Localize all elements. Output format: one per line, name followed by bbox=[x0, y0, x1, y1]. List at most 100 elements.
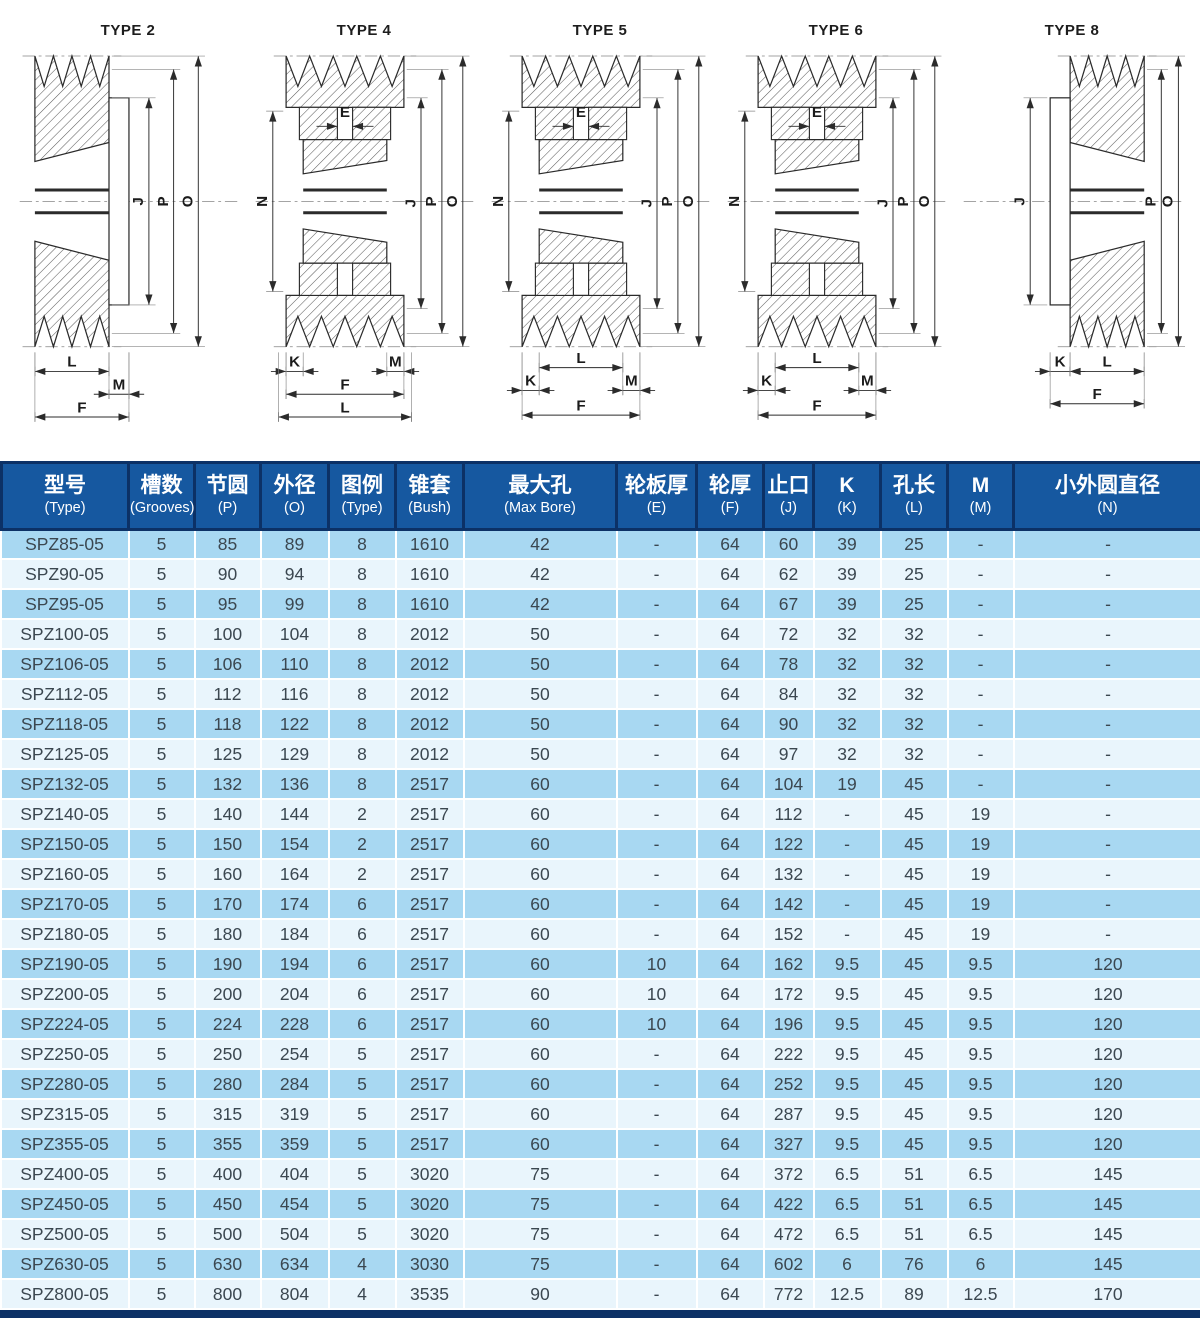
table-cell: 5 bbox=[127, 648, 196, 681]
table-cell: 5 bbox=[127, 528, 196, 561]
table-cell: 60 bbox=[462, 1098, 618, 1131]
table-cell: 180 bbox=[193, 918, 262, 951]
table-cell: 602 bbox=[762, 1248, 815, 1281]
table-cell: SPZ112-05 bbox=[1, 678, 130, 711]
table-cell: 64 bbox=[695, 1068, 765, 1101]
pulley-diagram-type-4: E J P O N K M FL bbox=[254, 54, 475, 422]
table-cell: - bbox=[615, 918, 698, 951]
svg-text:F: F bbox=[812, 397, 821, 414]
table-cell: 45 bbox=[879, 1008, 949, 1041]
table-cell: 9.5 bbox=[946, 1068, 1015, 1101]
table-cell: 160 bbox=[193, 858, 262, 891]
table-cell: - bbox=[946, 558, 1015, 591]
table-cell: - bbox=[812, 918, 882, 951]
table-cell: 64 bbox=[695, 798, 765, 831]
table-cell: - bbox=[615, 1188, 698, 1221]
table-cell: 136 bbox=[259, 768, 330, 801]
table-cell: 5 bbox=[127, 888, 196, 921]
table-cell: 32 bbox=[879, 708, 949, 741]
table-cell: - bbox=[615, 708, 698, 741]
table-cell: 32 bbox=[812, 618, 882, 651]
table-cell: - bbox=[946, 768, 1015, 801]
column-header: 止口 (J) bbox=[762, 460, 815, 531]
svg-text:J: J bbox=[1012, 197, 1029, 205]
svg-text:P: P bbox=[1143, 196, 1160, 206]
table-cell: - bbox=[1012, 768, 1200, 801]
table-cell: 125 bbox=[193, 738, 262, 771]
table-cell: 45 bbox=[879, 858, 949, 891]
table-cell: 32 bbox=[879, 648, 949, 681]
table-cell: - bbox=[1012, 588, 1200, 621]
column-header-en: (E) bbox=[646, 499, 667, 516]
table-cell: 64 bbox=[695, 948, 765, 981]
table-cell: 112 bbox=[193, 678, 262, 711]
table-cell: - bbox=[615, 1278, 698, 1311]
table-cell: 64 bbox=[695, 1038, 765, 1071]
table-row: SPZ280-05 5 280 284 5 2517 60-64 252 9.5 45 9.5 120 bbox=[1, 1068, 1200, 1101]
table-cell: 5 bbox=[127, 1188, 196, 1221]
table-cell: 19 bbox=[812, 768, 882, 801]
table-cell: 64 bbox=[695, 1278, 765, 1311]
table-cell: 64 bbox=[695, 738, 765, 771]
table-cell: 64 bbox=[695, 888, 765, 921]
table-cell: SPZ132-05 bbox=[1, 768, 130, 801]
svg-text:F: F bbox=[576, 397, 585, 414]
table-cell: 2517 bbox=[394, 1008, 465, 1041]
table-cell: 8 bbox=[327, 738, 397, 771]
table-cell: 45 bbox=[879, 1038, 949, 1071]
table-cell: 129 bbox=[259, 738, 330, 771]
table-cell: 5 bbox=[127, 708, 196, 741]
table-cell: 64 bbox=[695, 528, 765, 561]
table-cell: 450 bbox=[193, 1188, 262, 1221]
table-row: SPZ125-05 5 125 129 8 2012 50-64 97 32 32- - bbox=[1, 738, 1200, 771]
table-cell: SPZ190-05 bbox=[1, 948, 130, 981]
table-cell: - bbox=[615, 1128, 698, 1161]
table-cell: 8 bbox=[327, 588, 397, 621]
table-cell: 284 bbox=[259, 1068, 330, 1101]
table-cell: 32 bbox=[812, 738, 882, 771]
pulley-diagram-type-2: J P O L M F bbox=[19, 53, 239, 422]
table-cell: - bbox=[1012, 858, 1200, 891]
table-row: SPZ200-05 5 200 204 6 2517 60 10 64 172 9.5 45 9.5 12… bbox=[1, 978, 1200, 1011]
svg-text:M: M bbox=[861, 373, 874, 390]
table-cell: - bbox=[1012, 888, 1200, 921]
column-header-zh: 图例 bbox=[341, 473, 383, 497]
table-cell: 8 bbox=[327, 678, 397, 711]
drawing-title: TYPE 6 bbox=[808, 22, 864, 39]
table-cell: 252 bbox=[762, 1068, 815, 1101]
table-cell: 8 bbox=[327, 558, 397, 591]
table-cell: 228 bbox=[259, 1008, 330, 1041]
column-header-en: (J) bbox=[780, 499, 797, 516]
table-cell: - bbox=[615, 1068, 698, 1101]
table-cell: 120 bbox=[1012, 978, 1200, 1011]
svg-text:O: O bbox=[444, 195, 461, 207]
table-cell: 39 bbox=[812, 558, 882, 591]
svg-text:N: N bbox=[254, 196, 271, 207]
table-cell: SPZ200-05 bbox=[1, 978, 130, 1011]
table-cell: 32 bbox=[879, 738, 949, 771]
table-cell: 5 bbox=[127, 1098, 196, 1131]
table-row: SPZ160-05 5 160 164 2 2517 60-64 132-45 19- bbox=[1, 858, 1200, 891]
table-row: SPZ90-05 5 90 94 8 1610 42-64 62 39 25- - bbox=[1, 558, 1200, 591]
table-cell: 3020 bbox=[394, 1218, 465, 1251]
table-cell: - bbox=[615, 528, 698, 561]
table-cell: - bbox=[615, 858, 698, 891]
table-cell: 67 bbox=[762, 588, 815, 621]
table-cell: 6.5 bbox=[812, 1218, 882, 1251]
table-cell: 104 bbox=[259, 618, 330, 651]
table-cell: SPZ125-05 bbox=[1, 738, 130, 771]
table-cell: SPZ450-05 bbox=[1, 1188, 130, 1221]
table-cell: 64 bbox=[695, 858, 765, 891]
table-cell: SPZ280-05 bbox=[1, 1068, 130, 1101]
table-cell: 64 bbox=[695, 1098, 765, 1131]
table-cell: 2 bbox=[327, 798, 397, 831]
table-cell: 5 bbox=[127, 798, 196, 831]
table-cell: 64 bbox=[695, 1188, 765, 1221]
table-cell: 6 bbox=[327, 978, 397, 1011]
column-header-en: (Type) bbox=[44, 499, 86, 516]
table-cell: 42 bbox=[462, 588, 618, 621]
table-cell: - bbox=[615, 828, 698, 861]
table-cell: 172 bbox=[762, 978, 815, 1011]
